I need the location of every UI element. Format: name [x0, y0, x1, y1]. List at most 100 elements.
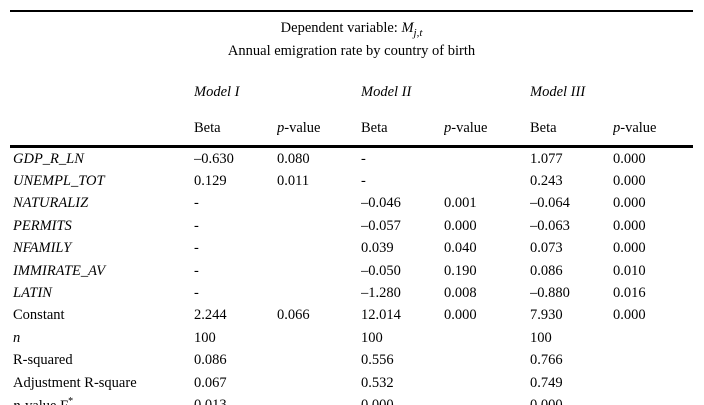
beta-value-cell: 0.000 [361, 396, 394, 405]
table-title-part: M [401, 20, 414, 36]
beta-value-cell: 0.073 [530, 240, 563, 257]
beta-value-cell: 0.556 [361, 352, 394, 369]
title-row: Dependent variable: Mj,t Annual emigrati… [10, 11, 693, 71]
empty-cell [10, 107, 194, 148]
table-title-part: j,t [413, 27, 423, 39]
row-label-part: IMMIRATE_AV [13, 262, 106, 279]
regression-results-table: Dependent variable: Mj,t Annual emigrati… [10, 10, 694, 405]
pvalue-header-rest: -value [620, 120, 657, 136]
p-value-cell [444, 372, 530, 394]
p-value-cell: 0.000 [613, 150, 646, 167]
row-label-part: Adjustment R-square [13, 374, 137, 391]
pvalue-header-rest: -value [451, 120, 488, 136]
table-title: Dependent variable: Mj,t [10, 19, 693, 42]
p-value-cell [444, 394, 530, 405]
p-value-cell [277, 394, 361, 405]
p-value-cell: 0.000 [613, 240, 646, 257]
p-value-cell: 0.001 [444, 195, 477, 212]
p-value-cell [613, 327, 693, 349]
row-label: n [10, 327, 194, 349]
beta-value-cell: 0.129 [194, 173, 227, 190]
p-value-cell [277, 350, 361, 372]
beta-value-cell: –1.280 [361, 285, 401, 302]
beta-column-header: Beta [194, 107, 277, 148]
beta-value-cell: 12.014 [361, 307, 401, 324]
model-iii-header: Model III [530, 84, 586, 100]
p-value-cell [277, 215, 361, 237]
beta-column-header: Beta [530, 107, 613, 148]
p-value-cell: 0.008 [444, 285, 477, 302]
model-header-row: Model I Model II Model III [10, 71, 693, 107]
beta-value-cell: 0.243 [530, 173, 563, 190]
table-row: Adjustment R-square 0.067 0.532 0.749 [10, 372, 693, 394]
row-label: UNEMPL_TOT [10, 170, 194, 192]
p-value-cell: 0.011 [277, 173, 310, 190]
pvalue-header-rest: -value [284, 120, 321, 136]
p-value-cell [277, 193, 361, 215]
row-label: p-value F* [10, 394, 194, 405]
p-value-cell: 0.010 [613, 262, 646, 279]
row-label: NATURALIZ [10, 193, 194, 215]
row-label-part: R-squared [13, 352, 73, 369]
p-value-cell: 0.000 [444, 217, 477, 234]
row-label-part: NATURALIZ [13, 195, 89, 212]
beta-value-cell: 1.077 [530, 150, 563, 167]
beta-value-cell: 0.086 [530, 262, 563, 279]
beta-value-cell: - [194, 285, 199, 302]
p-value-cell: 0.000 [444, 307, 477, 324]
p-value-cell [444, 327, 530, 349]
beta-value-cell: 0.013 [194, 396, 227, 405]
column-header-row: Beta p-value Beta p-value Beta p-value [10, 107, 694, 148]
beta-value-cell: –0.057 [361, 217, 401, 234]
p-value-cell [613, 372, 693, 394]
p-value-cell: 0.016 [613, 285, 646, 302]
beta-value-cell: 100 [194, 329, 216, 346]
beta-value-cell: 0.766 [530, 352, 563, 369]
beta-value-cell: 2.244 [194, 307, 227, 324]
p-value-cell [613, 350, 693, 372]
row-label-part: LATIN [13, 285, 52, 302]
beta-value-cell: - [194, 240, 199, 257]
p-value-cell [613, 394, 693, 405]
p-value-cell [277, 260, 361, 282]
pvalue-header-p: p [277, 120, 285, 136]
row-label-part: * [68, 395, 74, 405]
beta-value-cell: –0.050 [361, 262, 401, 279]
pvalue-column-header: p-value [613, 107, 694, 148]
row-label: GDP_R_LN [10, 147, 194, 171]
p-value-cell [277, 372, 361, 394]
p-value-cell: 0.040 [444, 240, 477, 257]
beta-value-cell: - [361, 173, 366, 190]
row-label: LATIN [10, 282, 194, 304]
p-value-cell [277, 282, 361, 304]
p-value-cell: 0.000 [613, 307, 646, 324]
p-value-cell [444, 170, 530, 192]
beta-value-cell: 7.930 [530, 307, 563, 324]
p-value-cell [444, 147, 530, 171]
beta-value-cell: - [194, 262, 199, 279]
beta-value-cell: - [194, 195, 199, 212]
pvalue-header-p: p [613, 120, 621, 136]
table-row: UNEMPL_TOT 0.129 0.011 - 0.243 0.000 [10, 170, 693, 192]
p-value-cell: 0.000 [613, 195, 646, 212]
beta-value-cell: 0.749 [530, 374, 563, 391]
beta-value-cell: –0.063 [530, 217, 570, 234]
beta-value-cell: 100 [530, 329, 552, 346]
table-row: PERMITS - –0.057 0.000 –0.063 0.000 [10, 215, 693, 237]
table-row: NATURALIZ - –0.046 0.001 –0.064 0.000 [10, 193, 693, 215]
row-label: NFAMILY [10, 238, 194, 260]
table-row: IMMIRATE_AV - –0.050 0.190 0.086 0.010 [10, 260, 693, 282]
table-row: R-squared 0.086 0.556 0.766 [10, 350, 693, 372]
row-label-part: NFAMILY [13, 240, 72, 257]
table-row: Constant 2.244 0.066 12.014 0.000 7.930 0.000 [10, 305, 693, 327]
empty-cell [10, 71, 194, 107]
beta-value-cell: 0.067 [194, 374, 227, 391]
p-value-cell [444, 350, 530, 372]
pvalue-column-header: p-value [277, 107, 361, 148]
pvalue-column-header: p-value [444, 107, 530, 148]
table-title-part: Dependent variable: [280, 20, 402, 36]
table-subtitle: Annual emigration rate by country of bir… [227, 43, 476, 59]
pvalue-header-p: p [444, 120, 452, 136]
